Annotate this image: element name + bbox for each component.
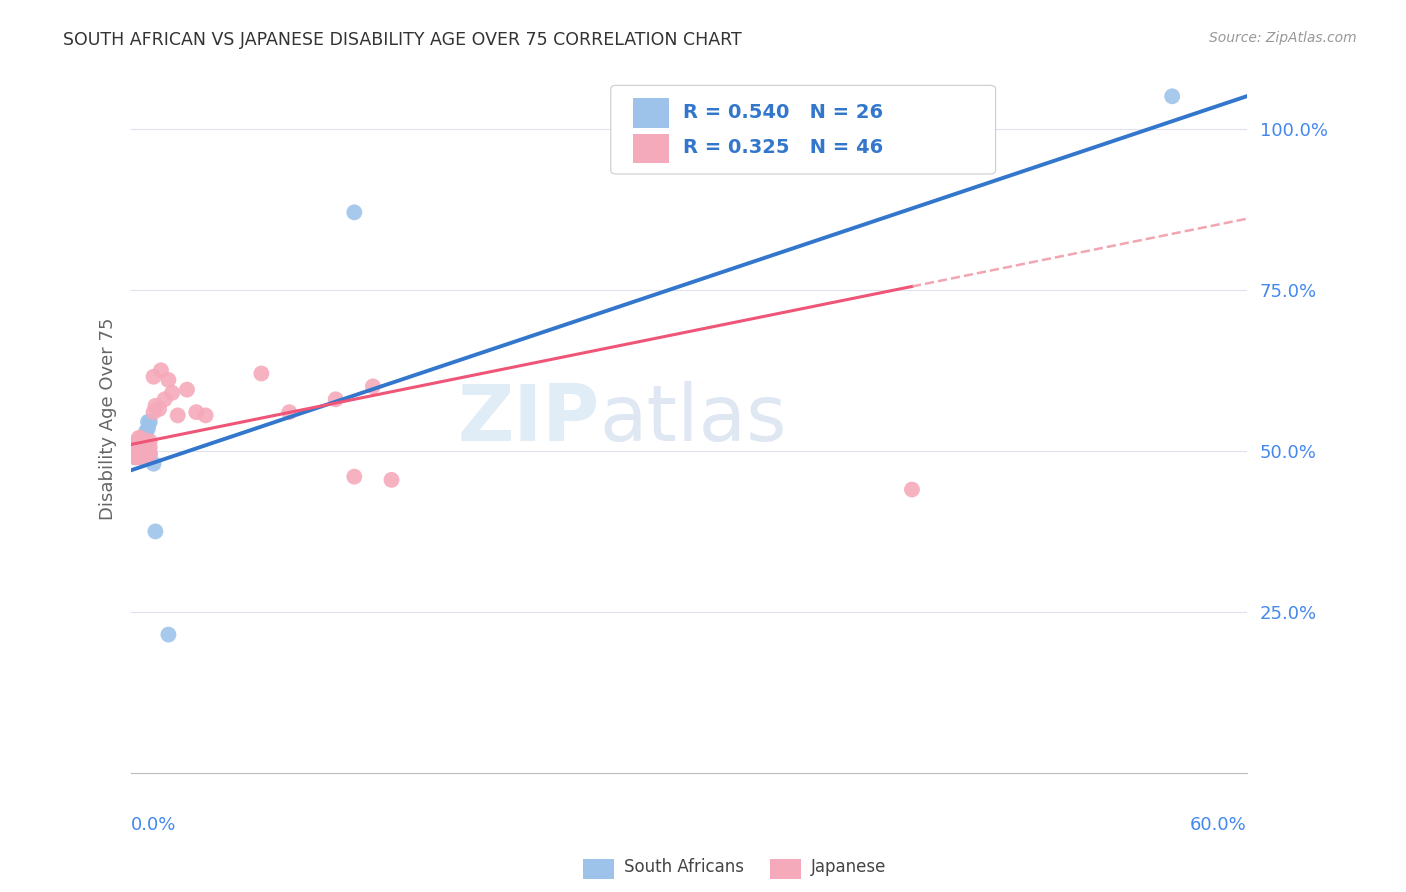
Point	[129, 450, 152, 465]
Point	[150, 363, 173, 377]
Point	[129, 437, 152, 451]
Point	[194, 409, 217, 423]
Point	[125, 437, 148, 451]
Point	[129, 443, 152, 458]
Point	[135, 441, 157, 455]
Point	[250, 367, 273, 381]
Point	[124, 450, 146, 465]
Point	[129, 450, 152, 465]
Point	[145, 524, 167, 539]
Point	[125, 437, 148, 451]
Point	[153, 392, 176, 407]
Text: Source: ZipAtlas.com: Source: ZipAtlas.com	[1209, 31, 1357, 45]
Point	[380, 473, 402, 487]
Point	[124, 450, 146, 465]
Text: 60.0%: 60.0%	[1189, 816, 1247, 834]
Point	[176, 383, 198, 397]
Point	[160, 385, 183, 400]
Point	[139, 415, 162, 429]
Point	[128, 443, 150, 458]
Point	[139, 441, 162, 455]
Text: ZIP: ZIP	[457, 381, 600, 457]
Point	[135, 447, 157, 461]
Text: R = 0.325   N = 46: R = 0.325 N = 46	[683, 137, 883, 156]
Point	[157, 627, 180, 641]
Bar	[633, 134, 669, 163]
Point	[325, 392, 347, 407]
Point	[142, 457, 165, 471]
Y-axis label: Disability Age Over 75: Disability Age Over 75	[100, 318, 117, 520]
Text: SOUTH AFRICAN VS JAPANESE DISABILITY AGE OVER 75 CORRELATION CHART: SOUTH AFRICAN VS JAPANESE DISABILITY AGE…	[63, 31, 742, 49]
Point	[128, 431, 150, 445]
Point	[134, 443, 156, 458]
Point	[134, 443, 156, 458]
Point	[343, 205, 366, 219]
Point	[131, 443, 153, 458]
Point	[128, 441, 150, 455]
Point	[128, 447, 150, 461]
Point	[134, 450, 156, 465]
Point	[1161, 89, 1184, 103]
Point	[134, 450, 156, 465]
Point	[131, 441, 153, 455]
Point	[186, 405, 208, 419]
Point	[166, 409, 188, 423]
Point	[145, 399, 167, 413]
Point	[139, 447, 162, 461]
Point	[124, 443, 146, 458]
Point	[343, 469, 366, 483]
Point	[136, 421, 159, 435]
Bar	[633, 98, 669, 128]
Point	[135, 434, 157, 449]
FancyBboxPatch shape	[610, 86, 995, 174]
Point	[131, 434, 153, 449]
Point	[142, 405, 165, 419]
Point	[135, 441, 157, 455]
Point	[129, 443, 152, 458]
Point	[129, 431, 152, 445]
Point	[142, 369, 165, 384]
Point	[361, 379, 384, 393]
Text: South Africans: South Africans	[624, 858, 744, 876]
Point	[131, 437, 153, 451]
Point	[125, 443, 148, 458]
Point	[139, 447, 162, 461]
Point	[131, 447, 153, 461]
Point	[139, 434, 162, 449]
Point	[129, 437, 152, 451]
Point	[125, 443, 148, 458]
Point	[148, 401, 170, 416]
Point	[125, 450, 148, 465]
Text: 0.0%: 0.0%	[131, 816, 177, 834]
Point	[134, 434, 156, 449]
Point	[128, 434, 150, 449]
Text: atlas: atlas	[600, 381, 787, 457]
Point	[128, 450, 150, 465]
Point	[128, 437, 150, 451]
Point	[131, 450, 153, 465]
Point	[157, 373, 180, 387]
Point	[136, 443, 159, 458]
Point	[901, 483, 924, 497]
Point	[278, 405, 301, 419]
Point	[136, 437, 159, 451]
Point	[136, 415, 159, 429]
Point	[135, 425, 157, 439]
Text: R = 0.540   N = 26: R = 0.540 N = 26	[683, 103, 883, 122]
Point	[134, 437, 156, 451]
Text: Japanese: Japanese	[811, 858, 887, 876]
